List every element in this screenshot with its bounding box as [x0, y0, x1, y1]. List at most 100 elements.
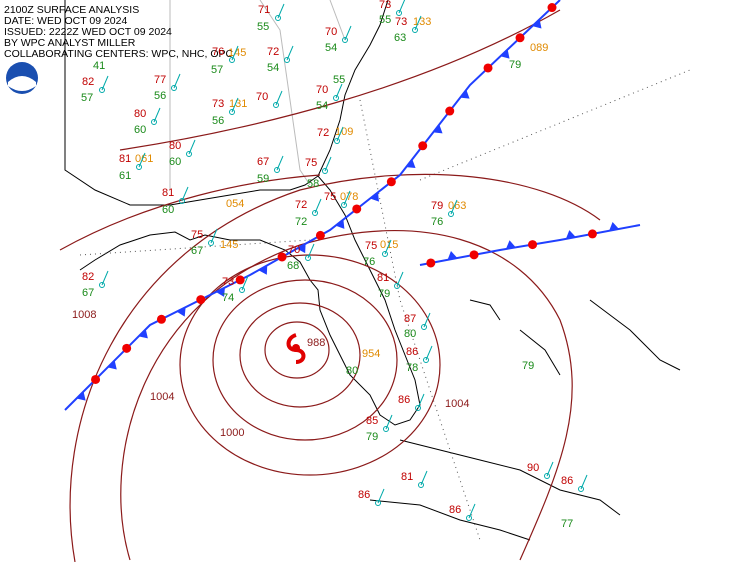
- isobar: [212, 279, 398, 441]
- station-circle: [341, 202, 347, 208]
- wind-barb: [396, 271, 404, 287]
- isobar-label: 988: [307, 337, 325, 349]
- cold-symbol: [138, 329, 148, 339]
- dewpoint: 67: [82, 287, 94, 299]
- temperature: 85: [366, 415, 378, 427]
- temperature: 73: [222, 276, 234, 288]
- warm-symbol: [277, 252, 287, 262]
- wind-barb: [343, 190, 351, 206]
- dewpoint: 55: [257, 21, 269, 33]
- cold-symbol: [370, 192, 379, 202]
- isobar: [69, 173, 601, 562]
- dewpoint: 76: [363, 256, 375, 268]
- wind-barb: [277, 3, 285, 19]
- header-line: ISSUED: 2222Z WED OCT 09 2024: [4, 26, 172, 38]
- warm-symbol: [587, 229, 597, 239]
- temperature: 71: [258, 4, 270, 16]
- warm-symbol: [235, 275, 245, 285]
- station-circle: [99, 87, 105, 93]
- header-line: DATE: WED OCT 09 2024: [4, 15, 127, 27]
- isobar-labels: 1004 1000 988 1004 1008: [72, 309, 469, 439]
- coastlines: [64, 0, 681, 541]
- pressure-code: 145: [228, 47, 246, 59]
- dewpoint: 58: [307, 178, 319, 190]
- isobar: [264, 321, 330, 379]
- station-circle: [394, 283, 400, 289]
- cold-symbol: [216, 287, 225, 297]
- temperature: 90: [527, 462, 539, 474]
- warm-symbol: [91, 374, 101, 384]
- dewpoint: 80: [404, 328, 416, 340]
- wind-barb: [324, 156, 332, 172]
- wind-barb: [384, 239, 392, 255]
- station-circle: [544, 473, 550, 479]
- station-circle: [322, 168, 328, 174]
- temperature: 67: [257, 156, 269, 168]
- header-line: BY WPC ANALYST MILLER: [4, 37, 136, 49]
- temperature: 73: [379, 0, 391, 11]
- wind-barb: [231, 45, 239, 61]
- dewpoint: 74: [222, 292, 234, 304]
- wind-barb: [101, 270, 109, 286]
- wind-barb: [385, 414, 393, 430]
- warm-symbol: [196, 295, 206, 305]
- temperature: 81: [162, 187, 174, 199]
- temperature: 75: [324, 191, 336, 203]
- temperature: 80: [134, 108, 146, 120]
- isobar-label: 1000: [220, 427, 244, 439]
- trough: [419, 69, 691, 181]
- pressure-code: 145: [220, 239, 238, 251]
- pressure-code: 954: [362, 348, 380, 360]
- warm-symbol: [469, 250, 479, 260]
- pressure-code: 054: [226, 198, 244, 210]
- temperature: 75: [305, 157, 317, 169]
- dewpoint: 59: [257, 173, 269, 185]
- wind-barb: [344, 25, 352, 41]
- station-plots: 71 70 73 73 76 72 82 77 70 73 70 80 72 81 80 67 75 81 72 75…: [81, 0, 588, 530]
- temperature: 76: [212, 46, 224, 58]
- warm-symbol: [386, 177, 396, 187]
- station-circle: [415, 405, 421, 411]
- warm-symbol: [156, 314, 166, 324]
- warm-symbol: [315, 230, 325, 240]
- isobar: [179, 254, 441, 476]
- header-line: COLLABORATING CENTERS: WPC, NHC, OPC: [4, 48, 233, 60]
- dewpoint: 79: [378, 288, 390, 300]
- wind-barb: [276, 155, 284, 171]
- wind-barb: [181, 186, 189, 202]
- temperature: 75: [365, 240, 377, 252]
- station-circle: [382, 251, 388, 257]
- station-circle: [208, 240, 214, 246]
- station-circle: [578, 486, 584, 492]
- dewpoint: 60: [134, 124, 146, 136]
- cold-symbol: [505, 240, 516, 250]
- station-circle: [229, 57, 235, 63]
- isobar-label: 1004: [150, 391, 174, 403]
- cold-symbol: [609, 222, 619, 231]
- temperature: 86: [358, 489, 370, 501]
- wind-barb: [420, 470, 428, 486]
- station-circle: [418, 482, 424, 488]
- wind-barb: [153, 107, 161, 123]
- dewpoint: 56: [212, 115, 224, 127]
- temperature: 73: [212, 98, 224, 110]
- temperature: 82: [82, 76, 94, 88]
- wind-barb: [468, 503, 476, 519]
- wind-barb: [275, 90, 283, 106]
- cold-symbol: [296, 243, 306, 254]
- dewpoint: 54: [325, 42, 337, 54]
- isobar-label: 1004: [445, 398, 469, 410]
- station-circle: [423, 357, 429, 363]
- wind-barb: [241, 275, 249, 291]
- temperature: 79: [431, 200, 443, 212]
- warm-symbol: [352, 204, 362, 214]
- cold-symbol: [460, 89, 470, 99]
- temperature: 87: [404, 313, 416, 325]
- temperature: 82: [82, 271, 94, 283]
- warm-symbol: [426, 258, 436, 268]
- noaa-logo: [6, 62, 38, 94]
- warm-symbol: [528, 240, 538, 250]
- station-circle: [171, 85, 177, 91]
- pressure-code: 089: [530, 42, 548, 54]
